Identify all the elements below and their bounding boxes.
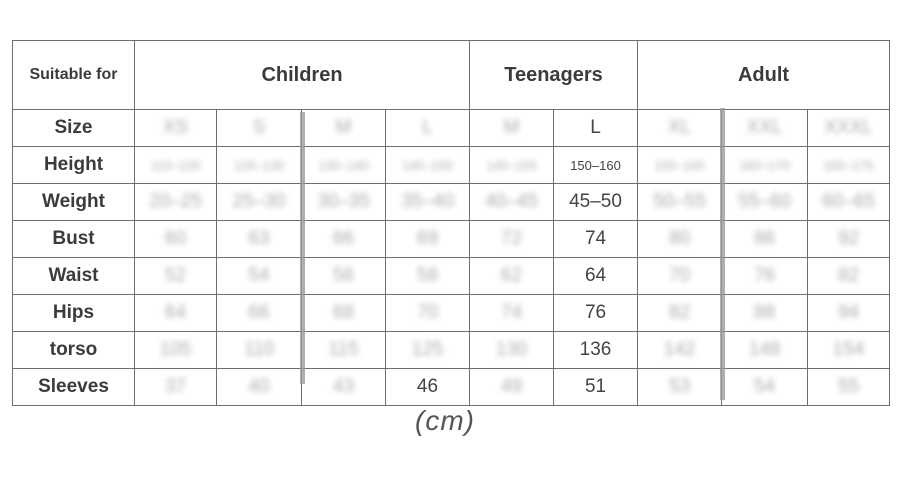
group-header-row: Suitable for Children Teenagers Adult	[12, 40, 891, 110]
column-divider-overlay	[300, 112, 305, 384]
table-row: Height 110–120 120–130 130–140 140–150 1…	[12, 146, 891, 184]
unit-label: (cm)	[415, 405, 475, 436]
table-row: Weight 20–25 25–30 30–35 35–40 40–45 45–…	[12, 183, 891, 221]
row-label-size: Size	[12, 109, 135, 147]
table-cell: 63	[216, 220, 302, 258]
table-cell: L	[385, 109, 470, 147]
table-cell: 70	[637, 257, 723, 295]
table-cell: 60	[134, 220, 217, 258]
table-row: Hips 64 66 68 70 74 76 82 88 94	[12, 294, 891, 332]
table-cell: 60–65	[807, 183, 891, 221]
table-cell: 51	[552, 368, 639, 406]
table-cell: 53	[637, 368, 723, 406]
table-cell: 69	[385, 220, 470, 258]
table-cell: 62	[469, 257, 554, 295]
table-cell: 120–130	[216, 146, 302, 184]
table-cell: 88	[721, 294, 809, 332]
table-cell: 70	[385, 294, 470, 332]
row-label-hips: Hips	[12, 294, 135, 332]
table-cell: 58	[385, 257, 470, 295]
table-cell: M	[469, 109, 554, 147]
table-cell: 145–155	[469, 146, 554, 184]
table-cell: 40–45	[469, 183, 554, 221]
table-row: torso 105 110 115 125 130 136 142 148 15…	[12, 331, 891, 369]
row-label-weight: Weight	[12, 183, 135, 221]
row-label-sleeves: Sleeves	[12, 368, 135, 406]
table-cell: 30–35	[301, 183, 386, 221]
row-label-waist: Waist	[12, 257, 135, 295]
table-cell: 148	[721, 331, 809, 369]
table-cell: 45–50	[552, 183, 639, 221]
table-cell: 105	[134, 331, 217, 369]
table-cell: 160–170	[721, 146, 809, 184]
table-cell: 76	[552, 294, 639, 332]
table-row: Waist 52 54 56 58 62 64 70 76 82	[12, 257, 891, 295]
table-cell: 46	[385, 368, 470, 406]
row-label-height: Height	[12, 146, 135, 184]
table-cell: 54	[216, 257, 302, 295]
table-cell: XL	[637, 109, 723, 147]
table-cell: 55–60	[721, 183, 809, 221]
table-cell: 155–165	[637, 146, 723, 184]
table-cell: 64	[552, 257, 639, 295]
table-cell: 72	[469, 220, 554, 258]
suitable-for-label: Suitable for	[12, 40, 135, 110]
table-cell: XS	[134, 109, 217, 147]
table-cell: L	[552, 109, 639, 147]
size-table: Suitable for Children Teenagers Adult Si…	[12, 40, 891, 406]
table-cell: 66	[216, 294, 302, 332]
table-row: Bust 60 63 66 69 72 74 80 86 92	[12, 220, 891, 258]
table-cell: 50–55	[637, 183, 723, 221]
table-cell: S	[216, 109, 302, 147]
row-label-torso: torso	[12, 331, 135, 369]
table-cell: 150–160	[552, 146, 639, 184]
table-cell: 80	[637, 220, 723, 258]
table-cell: 82	[637, 294, 723, 332]
table-cell: 68	[301, 294, 386, 332]
table-cell: 49	[469, 368, 554, 406]
table-cell: 20–25	[134, 183, 217, 221]
table-cell: 52	[134, 257, 217, 295]
table-cell: 35–40	[385, 183, 470, 221]
table-row: Sleeves 37 40 43 46 49 51 53 54 55	[12, 368, 891, 406]
table-cell: 140–150	[385, 146, 470, 184]
table-cell: 142	[637, 331, 723, 369]
table-cell: 94	[807, 294, 891, 332]
group-adult: Adult	[637, 40, 891, 110]
table-cell: 54	[721, 368, 809, 406]
table-cell: 92	[807, 220, 891, 258]
group-children: Children	[134, 40, 470, 110]
table-cell: 130–140	[301, 146, 386, 184]
table-cell: XXXL	[807, 109, 891, 147]
table-cell: 55	[807, 368, 891, 406]
table-cell: XXL	[721, 109, 809, 147]
table-cell: 37	[134, 368, 217, 406]
table-cell: 76	[721, 257, 809, 295]
table-cell: M	[301, 109, 386, 147]
table-cell: 125	[385, 331, 470, 369]
table-row: Size XS S M L M L XL XXL XXXL	[12, 109, 891, 147]
row-label-bust: Bust	[12, 220, 135, 258]
table-cell: 165–175	[807, 146, 891, 184]
table-cell: 136	[552, 331, 639, 369]
table-cell: 64	[134, 294, 217, 332]
table-cell: 130	[469, 331, 554, 369]
table-cell: 25–30	[216, 183, 302, 221]
table-cell: 43	[301, 368, 386, 406]
table-cell: 82	[807, 257, 891, 295]
table-cell: 40	[216, 368, 302, 406]
group-teenagers: Teenagers	[468, 40, 639, 110]
table-cell: 110	[216, 331, 302, 369]
table-cell: 115	[301, 331, 386, 369]
column-divider-overlay	[720, 108, 725, 400]
table-cell: 154	[807, 331, 891, 369]
table-cell: 110–120	[134, 146, 217, 184]
table-cell: 74	[469, 294, 554, 332]
table-cell: 66	[301, 220, 386, 258]
table-cell: 74	[552, 220, 639, 258]
table-cell: 56	[301, 257, 386, 295]
table-cell: 86	[721, 220, 809, 258]
